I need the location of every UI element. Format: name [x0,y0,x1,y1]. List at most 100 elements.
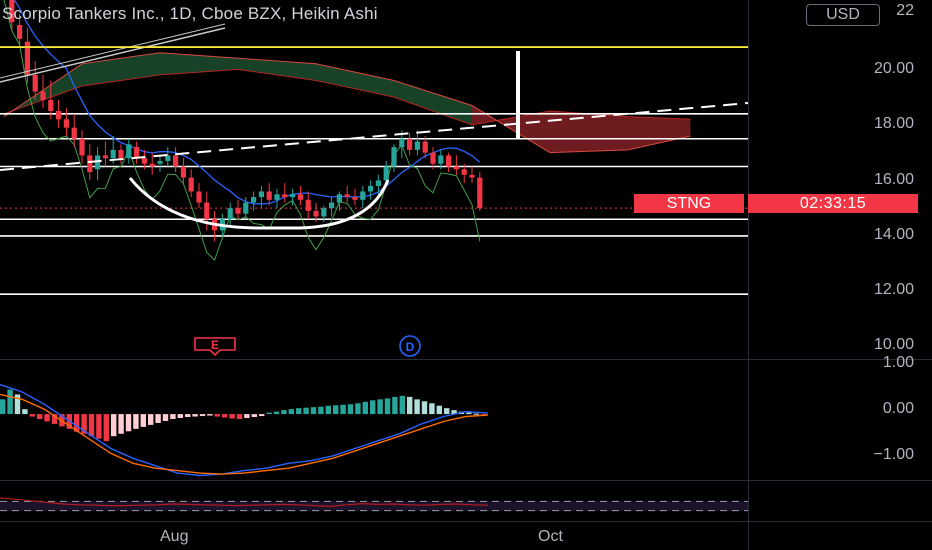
last-price-ticker-label: STNG [634,194,744,213]
price-tick-label: 20.00 [873,60,914,77]
time-axis-label: Oct [538,528,563,545]
earnings-label: E [211,338,219,352]
candle-body [251,197,257,203]
candle-body [329,202,335,209]
price-tick-label: 14.00 [873,226,914,243]
candle-body [274,194,280,200]
macd-histogram-bar [103,414,109,442]
macd-histogram-bar [29,414,35,417]
candle-body [24,41,30,75]
candle-body [266,191,272,200]
candle-body [149,163,155,167]
macd-histogram-bar [318,406,324,415]
candles [9,0,483,242]
macd-histogram-bar [377,399,383,415]
candle-body [407,138,413,150]
signal-line [0,393,489,475]
candle-body [56,111,62,120]
macd-tick-label: −1.00 [873,446,914,463]
macd-histogram-bar [199,414,206,417]
macd-histogram-bar [222,414,228,418]
time-axis-label: Aug [160,528,189,545]
dividend-label: D [406,340,415,354]
macd-histogram-bar [340,404,346,415]
currency-button[interactable]: USD [806,4,880,26]
candle-body [235,208,241,214]
macd-histogram-bar [51,414,58,424]
upper-trendline [0,27,226,83]
candle-body [453,166,459,170]
macd-histogram-bar [414,399,420,415]
candle-body [227,208,233,220]
candle-body [243,202,249,214]
macd-histogram-bar [96,414,102,439]
macd-histogram-bar [281,410,287,415]
cloud-bearish [472,105,691,153]
candle-body [188,177,194,192]
macd-histogram-bar [362,401,368,415]
time-axis-separator [0,521,932,522]
base-line [13,0,481,205]
macd-tick-label: 1.00 [882,354,914,371]
macd-histogram-bar [325,405,331,415]
candle-body [383,166,389,181]
candle-body [375,180,381,186]
macd-histogram-bar [333,405,339,415]
macd-histogram-bar [384,398,391,415]
macd-histogram-bar [148,414,154,425]
macd-histogram-bar [296,408,302,415]
candle-body [141,158,147,164]
dividend-circle-icon [399,335,421,357]
candle-body [336,194,342,203]
macd-histogram-bar [407,396,413,415]
upper-trendline-2 [0,23,226,79]
candle-body [9,0,15,23]
macd-histogram-bar [125,414,132,432]
rsi-band-fill [0,501,748,511]
candle-body [196,191,202,203]
candle-body [110,149,116,159]
candle-body [297,194,303,200]
macd-histogram-bar [392,396,398,415]
macd-histogram-bar [303,407,309,415]
macd-histogram-bar [14,394,21,415]
macd-histogram-bar [259,414,265,417]
macd-histogram-bar [118,414,124,434]
macd-histogram-bar [0,399,6,415]
macd-histogram-bar [244,414,250,419]
candle-body [360,191,366,200]
price-tick-label: 10.00 [873,336,914,353]
candle-body [102,155,108,159]
macd-line [0,383,489,477]
macd-histogram-bar [170,414,176,419]
macd-histogram-bar [192,414,198,417]
macd-histogram-bar [466,412,472,415]
cloud-bullish [4,52,472,125]
macd-histogram-bar [288,409,294,415]
candle-body [40,91,46,100]
dividend-marker: D [399,335,421,357]
macd-pane [0,383,489,477]
candle-body [290,194,296,198]
price-axis-separator [748,0,749,550]
macd-histogram-bar [207,414,213,416]
macd-histogram-bar [37,414,43,419]
candle-body [414,141,420,150]
candle-body [313,210,319,217]
macd-histogram-bar [185,414,191,418]
macd-histogram-bar [444,408,450,415]
candle-body [321,208,327,217]
candle-body [344,194,350,198]
candle-body [95,155,101,170]
pane-separator-rsi [0,480,932,481]
macd-histogram-bar [421,401,428,415]
candle-body [258,191,264,198]
candle-body [180,166,186,178]
macd-histogram-bar [347,404,354,415]
dashed-neckline [0,102,749,171]
candle-body [430,152,436,164]
candle-body [134,147,140,159]
candle-body [173,155,179,167]
